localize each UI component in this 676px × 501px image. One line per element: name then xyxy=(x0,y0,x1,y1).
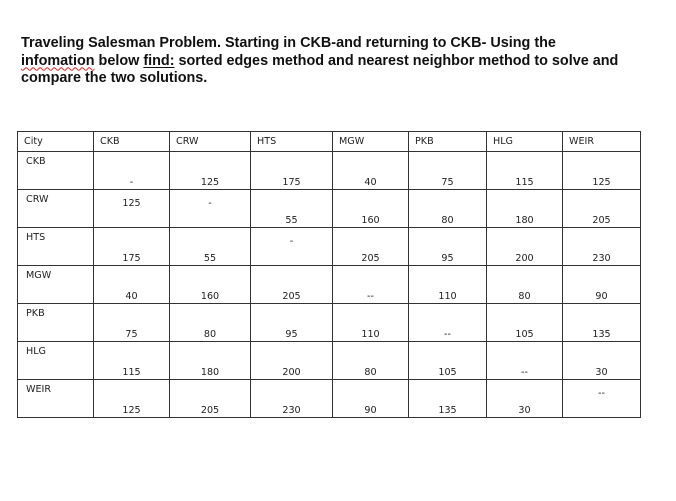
table-cell: 230 xyxy=(562,227,641,266)
col-header-weir: WEIR xyxy=(562,131,641,152)
table-cell: 160 xyxy=(332,189,409,228)
table-cell: 160 xyxy=(169,265,251,304)
table-cell: 30 xyxy=(562,341,641,380)
table-cell: 80 xyxy=(408,189,487,228)
distance-table: City CKB CRW HTS MGW PKB HLG WEIR CKB - … xyxy=(17,131,641,418)
table-cell: 200 xyxy=(250,341,333,380)
table-row: HLG 115 180 200 80 105 -- 30 xyxy=(17,341,641,380)
table-cell: - xyxy=(169,189,251,228)
table-cell: 175 xyxy=(93,227,170,266)
header-row: City CKB CRW HTS MGW PKB HLG WEIR xyxy=(17,131,641,152)
table-cell: 55 xyxy=(250,189,333,228)
table-cell: 115 xyxy=(93,341,170,380)
table-cell: 180 xyxy=(169,341,251,380)
row-header-crw: CRW xyxy=(17,189,94,228)
table-cell: 135 xyxy=(408,379,487,418)
table-row: WEIR 125 205 230 90 135 30 -- xyxy=(17,379,641,418)
table-cell: 175 xyxy=(250,151,333,190)
col-header-crw: CRW xyxy=(169,131,251,152)
table-cell: 180 xyxy=(486,189,563,228)
table-cell: 115 xyxy=(486,151,563,190)
col-header-pkb: PKB xyxy=(408,131,487,152)
table-row: HTS 175 55 - 205 95 200 230 xyxy=(17,227,641,266)
table-cell: 200 xyxy=(486,227,563,266)
table-cell: -- xyxy=(486,341,563,380)
table-cell: 95 xyxy=(408,227,487,266)
table-cell: 95 xyxy=(250,303,333,342)
table-cell: 55 xyxy=(169,227,251,266)
corner-header: City xyxy=(17,131,94,152)
table-cell: - xyxy=(93,151,170,190)
table-cell: 40 xyxy=(93,265,170,304)
table-cell: 80 xyxy=(332,341,409,380)
table-row: CRW 125 - 55 160 80 180 205 xyxy=(17,189,641,228)
table-cell: 105 xyxy=(408,341,487,380)
col-header-hlg: HLG xyxy=(486,131,563,152)
col-header-ckb: CKB xyxy=(93,131,170,152)
table-cell: 30 xyxy=(486,379,563,418)
row-header-hlg: HLG xyxy=(17,341,94,380)
table-cell: 80 xyxy=(169,303,251,342)
table-row: CKB - 125 175 40 75 115 125 xyxy=(17,151,641,190)
problem-statement: Traveling Salesman Problem. Starting in … xyxy=(21,35,661,88)
table-cell: 105 xyxy=(486,303,563,342)
table-cell: 80 xyxy=(486,265,563,304)
row-header-pkb: PKB xyxy=(17,303,94,342)
table-cell: 90 xyxy=(562,265,641,304)
find-word: find: xyxy=(143,52,175,69)
table-cell: 110 xyxy=(332,303,409,342)
table-row: MGW 40 160 205 -- 110 80 90 xyxy=(17,265,641,304)
table-cell: -- xyxy=(332,265,409,304)
problem-text-middle: below xyxy=(94,52,144,69)
table-cell: 205 xyxy=(332,227,409,266)
table-cell: -- xyxy=(408,303,487,342)
table-cell: -- xyxy=(562,379,641,418)
table-cell: 125 xyxy=(562,151,641,190)
table-cell: 75 xyxy=(408,151,487,190)
table-row: PKB 75 80 95 110 -- 105 135 xyxy=(17,303,641,342)
row-header-weir: WEIR xyxy=(17,379,94,418)
row-header-mgw: MGW xyxy=(17,265,94,304)
problem-line-1: Traveling Salesman Problem. Starting in … xyxy=(21,35,556,51)
table-cell: 135 xyxy=(562,303,641,342)
table-cell: 90 xyxy=(332,379,409,418)
table-cell: 75 xyxy=(93,303,170,342)
misspelled-word: infomation xyxy=(21,52,95,69)
table-cell: 40 xyxy=(332,151,409,190)
row-header-ckb: CKB xyxy=(17,151,94,190)
problem-line-3: compare the two solutions. xyxy=(21,70,208,86)
table-cell: 230 xyxy=(250,379,333,418)
table-cell: 205 xyxy=(250,265,333,304)
col-header-mgw: MGW xyxy=(332,131,409,152)
table-cell: 125 xyxy=(93,189,170,228)
col-header-hts: HTS xyxy=(250,131,333,152)
table-cell: - xyxy=(250,227,333,266)
table-cell: 110 xyxy=(408,265,487,304)
table-cell: 205 xyxy=(169,379,251,418)
table-cell: 125 xyxy=(169,151,251,190)
row-header-hts: HTS xyxy=(17,227,94,266)
table-cell: 205 xyxy=(562,189,641,228)
table-cell: 125 xyxy=(93,379,170,418)
problem-line-2-rest: sorted edges method and nearest neighbor… xyxy=(174,52,619,69)
